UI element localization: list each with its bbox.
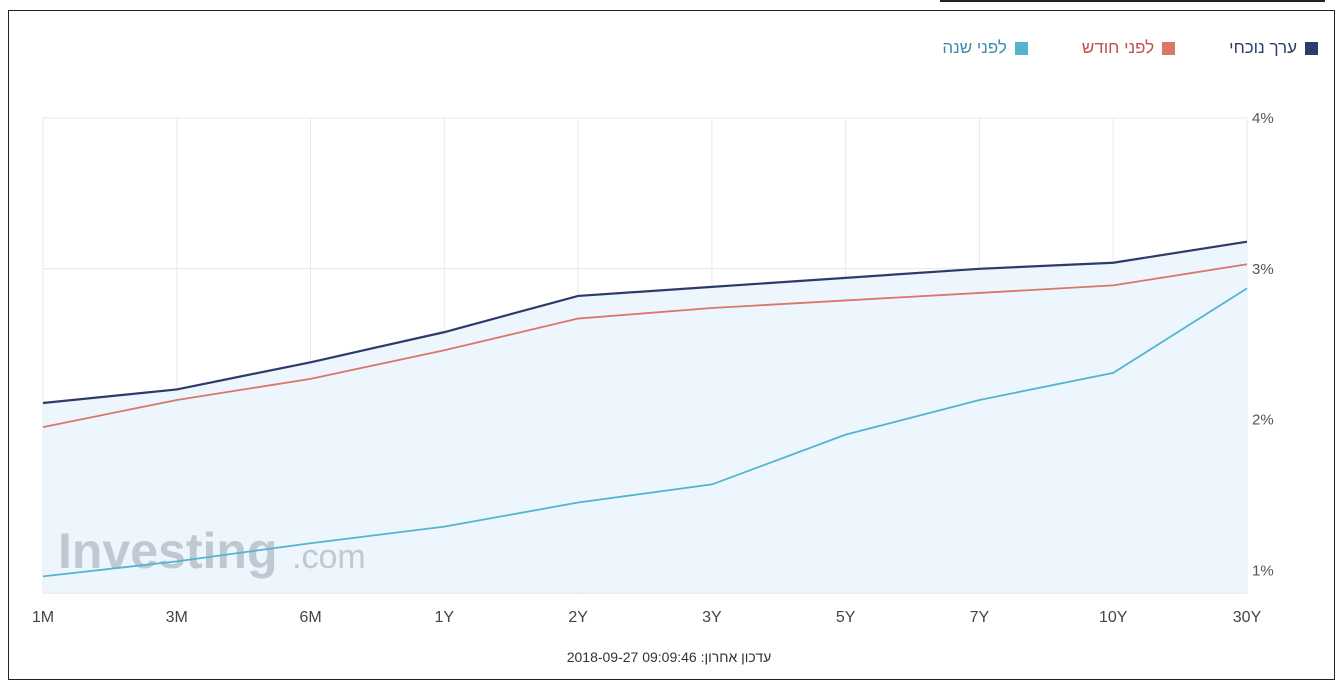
x-tick-label: 5Y xyxy=(836,609,856,626)
area-fill xyxy=(43,241,1247,593)
y-tick-label: 2% xyxy=(1252,412,1274,429)
series-line-1[interactable] xyxy=(42,263,1248,429)
x-tick-label: 2Y xyxy=(568,609,588,626)
legend-label-year-ago: לפני שנה xyxy=(942,38,1007,57)
y-tick-label: 4% xyxy=(1252,110,1274,127)
chart-legend: ערך נוכחי לפני חודש לפני שנה xyxy=(942,38,1318,58)
investing-watermark: Investing .com xyxy=(58,523,366,579)
x-tick-label: 10Y xyxy=(1099,609,1128,626)
x-axis-labels: 1M 3M 6M 1Y 2Y 3Y 5Y 7Y 10Y 30Y xyxy=(32,609,1262,626)
y-tick-label: 1% xyxy=(1252,562,1274,579)
legend-item-month-ago[interactable]: לפני חודש xyxy=(1081,38,1176,58)
last-updated-label: עדכון אחרון: xyxy=(700,649,772,665)
top-divider xyxy=(940,0,1325,2)
x-tick-label: 3M xyxy=(166,609,188,626)
series-line-0[interactable] xyxy=(42,240,1248,405)
last-updated: 2018-09-27 09:09:46 עדכון אחרון: xyxy=(0,649,1338,665)
area-fill-current xyxy=(43,241,1247,593)
x-tick-label: 30Y xyxy=(1233,609,1262,626)
x-tick-label: 7Y xyxy=(970,609,990,626)
y-tick-label: 3% xyxy=(1252,261,1274,278)
legend-item-current[interactable]: ערך נוכחי xyxy=(1229,38,1318,58)
watermark-brand: Investing xyxy=(58,523,277,579)
legend-swatch-month-ago xyxy=(1162,41,1176,55)
legend-swatch-year-ago xyxy=(1014,41,1028,55)
x-tick-label: 6M xyxy=(299,609,321,626)
x-tick-label: 3Y xyxy=(702,609,722,626)
y-axis-labels: 1% 2% 3% 4% xyxy=(1252,110,1274,579)
legend-label-current: ערך נוכחי xyxy=(1229,38,1297,57)
legend-swatch-current xyxy=(1305,41,1318,55)
series-lines xyxy=(42,240,1248,578)
x-tick-label: 1Y xyxy=(435,609,455,626)
legend-item-year-ago[interactable]: לפני שנה xyxy=(942,38,1028,58)
x-tick-label: 1M xyxy=(32,609,54,626)
last-updated-timestamp: 2018-09-27 09:09:46 xyxy=(566,649,697,665)
series-line-2[interactable] xyxy=(42,287,1248,578)
legend-label-month-ago: לפני חודש xyxy=(1081,38,1155,57)
